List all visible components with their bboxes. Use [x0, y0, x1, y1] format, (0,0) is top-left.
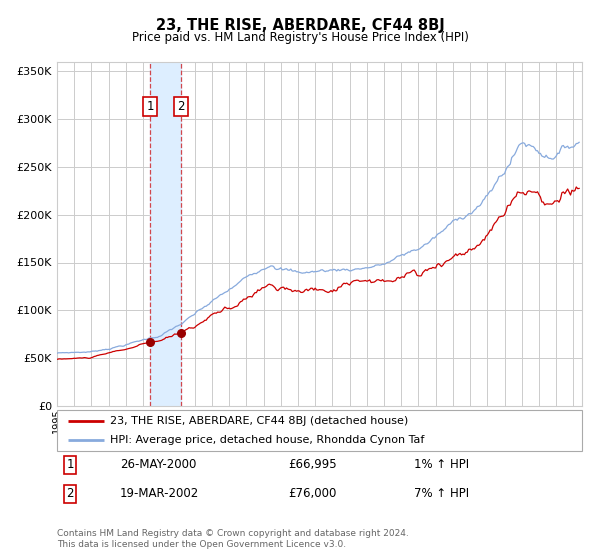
Text: 2: 2: [67, 487, 74, 501]
Text: 7% ↑ HPI: 7% ↑ HPI: [414, 487, 469, 501]
Text: 2: 2: [178, 100, 185, 113]
Text: 1: 1: [67, 458, 74, 472]
Text: 19-MAR-2002: 19-MAR-2002: [120, 487, 199, 501]
Text: £66,995: £66,995: [288, 458, 337, 472]
Text: 23, THE RISE, ABERDARE, CF44 8BJ: 23, THE RISE, ABERDARE, CF44 8BJ: [155, 18, 445, 33]
Bar: [150, 62, 181, 406]
FancyBboxPatch shape: [57, 410, 582, 451]
Text: 23, THE RISE, ABERDARE, CF44 8BJ (detached house): 23, THE RISE, ABERDARE, CF44 8BJ (detach…: [110, 416, 408, 426]
Text: £76,000: £76,000: [288, 487, 337, 501]
Text: 26-MAY-2000: 26-MAY-2000: [120, 458, 196, 472]
Text: 1% ↑ HPI: 1% ↑ HPI: [414, 458, 469, 472]
Text: Price paid vs. HM Land Registry's House Price Index (HPI): Price paid vs. HM Land Registry's House …: [131, 31, 469, 44]
Text: Contains HM Land Registry data © Crown copyright and database right 2024.
This d: Contains HM Land Registry data © Crown c…: [57, 529, 409, 549]
Text: 1: 1: [146, 100, 154, 113]
Text: HPI: Average price, detached house, Rhondda Cynon Taf: HPI: Average price, detached house, Rhon…: [110, 435, 424, 445]
